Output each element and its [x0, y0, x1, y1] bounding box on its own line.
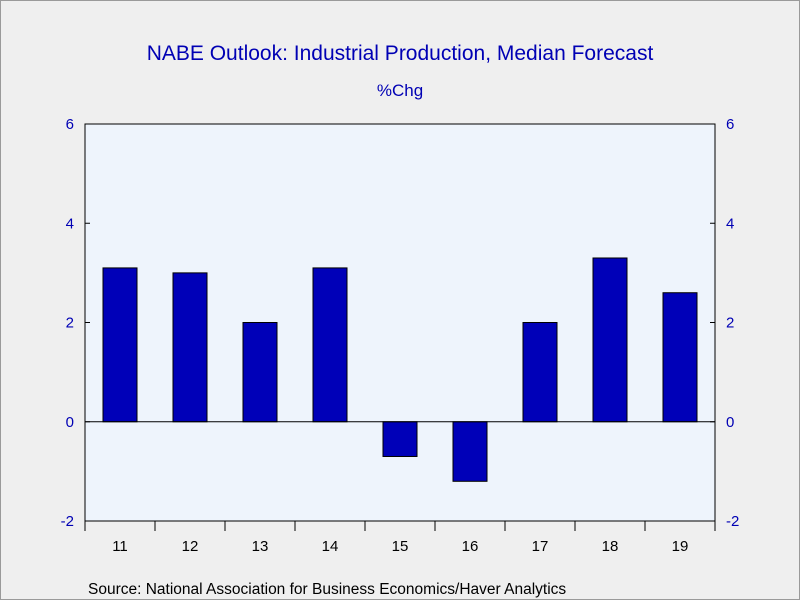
y-tick-label-left: 4 — [66, 215, 74, 232]
source-note: Source: National Association for Busines… — [88, 581, 566, 598]
y-axis-ticks: -2 -2 0 0 2 2 4 4 6 6 — [61, 116, 740, 530]
x-tick-label-14: 14 — [322, 538, 339, 555]
chart-title: NABE Outlook: Industrial Production, Med… — [147, 42, 654, 65]
x-tick-label-12: 12 — [182, 538, 199, 555]
bar-14 — [312, 267, 348, 423]
y-tick-label-right: 6 — [726, 116, 734, 133]
bar-13 — [242, 322, 278, 423]
x-axis-ticks: 11 12 13 14 15 16 17 18 19 — [84, 521, 716, 555]
bar-12 — [172, 272, 208, 423]
y-tick-label-left: -2 — [61, 513, 74, 530]
bar-15 — [382, 421, 418, 457]
x-tick-label-19: 19 — [672, 538, 689, 555]
bar-19 — [662, 292, 698, 423]
y-tick-label-left: 2 — [66, 315, 74, 332]
x-tick-label-11: 11 — [112, 538, 128, 555]
x-tick-label-15: 15 — [392, 538, 409, 555]
y-tick-label-right: 0 — [726, 414, 734, 431]
x-tick-label-17: 17 — [532, 538, 549, 555]
y-tick-label-right: 4 — [726, 215, 734, 232]
y-tick-label-right: -2 — [726, 513, 739, 530]
y-tick-label-right: 2 — [726, 315, 734, 332]
bar-11 — [102, 267, 138, 423]
x-tick-label-18: 18 — [602, 538, 619, 555]
chart-subtitle: %Chg — [377, 81, 423, 100]
bar-17 — [522, 322, 558, 423]
bars — [102, 257, 698, 482]
y-tick-label-left: 0 — [66, 414, 74, 431]
bar-16 — [452, 421, 488, 482]
bar-18 — [592, 257, 628, 423]
x-tick-label-16: 16 — [462, 538, 479, 555]
x-tick-label-13: 13 — [252, 538, 269, 555]
y-tick-label-left: 6 — [66, 116, 74, 133]
